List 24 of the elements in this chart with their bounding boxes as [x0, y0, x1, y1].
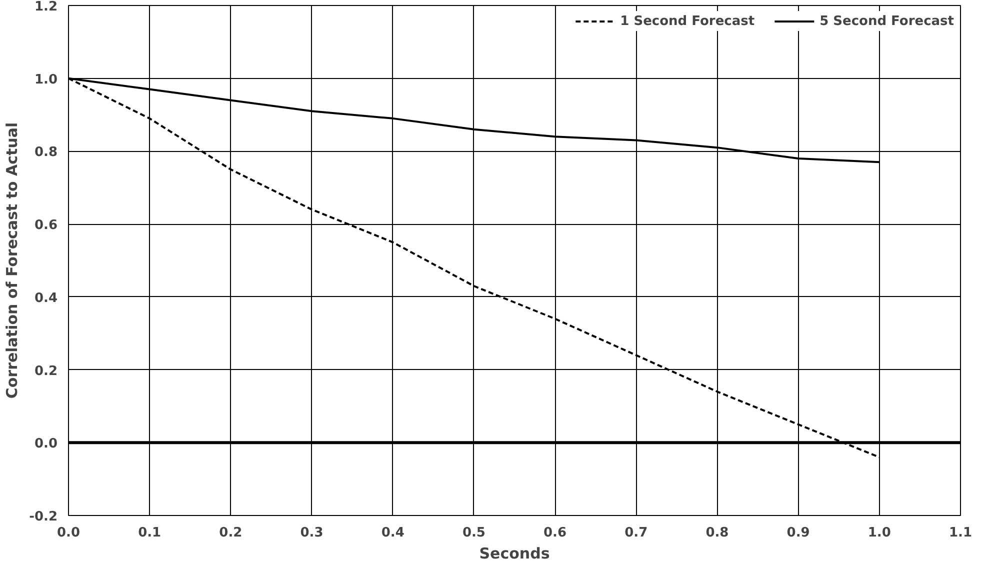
legend-label: 5 Second Forecast: [820, 14, 954, 28]
x-tick-label: 0.8: [706, 526, 729, 540]
x-tick-label: 0.5: [462, 526, 486, 540]
y-tick-label: 0.0: [34, 436, 58, 452]
x-tick-label: 0.0: [56, 526, 80, 540]
x-tick-label: 0.4: [381, 526, 404, 540]
x-tick-label: 0.9: [786, 526, 810, 540]
x-tick-label: 0.2: [219, 526, 242, 540]
y-axis-title: Correlation of Forecast to Actual: [3, 122, 22, 399]
x-tick-label: 0.6: [544, 526, 567, 540]
y-tick-label: 1.2: [34, 0, 58, 14]
y-tick-label: 0.2: [34, 364, 58, 379]
y-tick-label: 0.6: [34, 218, 58, 234]
x-axis-title: Seconds: [479, 544, 550, 562]
y-tick-label: -0.2: [29, 510, 58, 524]
y-tick-label: 0.4: [34, 290, 58, 306]
x-tick-label: 0.3: [300, 526, 324, 540]
y-tick-label: 0.8: [34, 145, 58, 160]
y-tick-label: 1.0: [34, 72, 58, 88]
x-tick-label: 1.0: [868, 526, 891, 540]
legend-label: 1 Second Forecast: [620, 14, 755, 28]
x-tick-label: 0.7: [624, 526, 648, 540]
x-tick-label: 0.1: [138, 526, 162, 540]
x-tick-label: 1.1: [948, 526, 972, 540]
